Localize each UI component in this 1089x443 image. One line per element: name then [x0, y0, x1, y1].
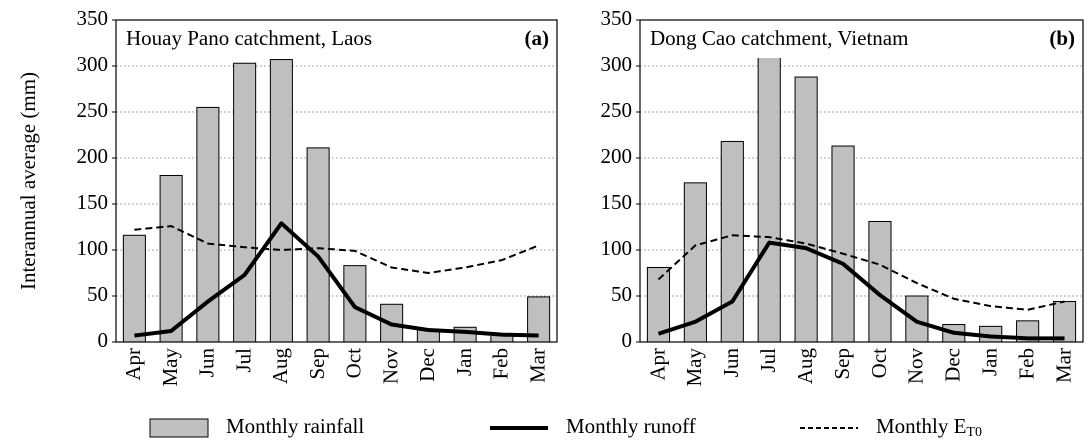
y-tick-label: 200	[601, 144, 633, 168]
bar	[269, 59, 293, 343]
et0-line	[657, 234, 1065, 311]
bar	[1052, 301, 1077, 343]
chart-title: Houay Pano catchment, Laos	[126, 26, 372, 50]
bar	[453, 326, 477, 343]
x-tick-label: Feb	[1014, 348, 1038, 380]
legend-text: Monthly E	[876, 414, 966, 438]
x-tick-label: Sep	[830, 348, 854, 380]
y-axis-label: Interannual average (mm)	[16, 72, 40, 290]
bar	[794, 76, 818, 343]
y-tick-label: 100	[77, 236, 109, 260]
y-tick-label: 250	[77, 98, 109, 122]
x-tick-label: Nov	[378, 348, 402, 385]
x-tick-label: Jun	[195, 348, 219, 378]
title-box	[640, 20, 1083, 58]
y-tick-label: 150	[77, 190, 109, 214]
y-tick-label: 300	[601, 52, 633, 76]
x-tick-label: Apr	[645, 348, 669, 381]
x-tick-label: Oct	[342, 348, 366, 378]
y-tick-label: 150	[601, 190, 633, 214]
bar	[720, 140, 744, 343]
runoff-line	[134, 221, 539, 338]
x-tick-label: Feb	[489, 348, 513, 380]
legend-label: Monthly runoff	[566, 414, 696, 438]
y-tick-label: 200	[77, 144, 109, 168]
bar	[159, 174, 183, 343]
y-tick-label: 350	[77, 6, 109, 30]
x-tick-label: Dec	[415, 348, 439, 382]
bar	[306, 147, 330, 343]
x-tick-label: Jul	[231, 348, 255, 373]
y-tick-label: 50	[611, 282, 632, 306]
legend-text: Monthly runoff	[566, 414, 696, 438]
x-tick-label: Apr	[121, 348, 145, 381]
y-tick-label: 300	[77, 52, 109, 76]
x-tick-label: Aug	[268, 348, 292, 385]
y-tick-label: 50	[87, 282, 108, 306]
panel-label: (a)	[525, 26, 550, 50]
plot-frame	[639, 19, 1084, 343]
legend-swatch	[149, 418, 209, 438]
x-tick-label: Aug	[793, 348, 817, 385]
y-tick-label: 250	[601, 98, 633, 122]
x-tick-label: Nov	[904, 348, 928, 385]
et0-line	[134, 225, 539, 274]
x-tick-label: Oct	[867, 348, 891, 378]
runoff-line	[657, 240, 1065, 341]
bar	[831, 145, 855, 343]
y-tick-label: 350	[601, 6, 633, 30]
bar	[122, 234, 146, 343]
x-tick-label: Sep	[305, 348, 329, 380]
bar	[757, 54, 781, 343]
title-box	[116, 20, 557, 58]
x-tick-label: Jan	[978, 348, 1002, 376]
bar	[905, 295, 929, 343]
legend-label: Monthly rainfall	[226, 414, 364, 438]
bar	[868, 220, 892, 343]
panel-label: (b)	[1049, 26, 1075, 50]
x-tick-label: Mar	[525, 348, 549, 383]
legend-label: Monthly ET0	[876, 414, 982, 440]
legend-subscript: T0	[966, 425, 982, 440]
y-tick-label: 100	[601, 236, 633, 260]
bar	[233, 62, 257, 343]
x-tick-label: Jan	[452, 348, 476, 376]
chart-title: Dong Cao catchment, Vietnam	[650, 26, 908, 50]
x-tick-label: Dec	[941, 348, 965, 382]
plot-frame	[115, 19, 558, 343]
x-tick-label: May	[682, 348, 706, 387]
x-tick-label: May	[158, 348, 182, 387]
x-tick-label: Mar	[1051, 348, 1075, 383]
y-tick-label: 0	[98, 328, 109, 352]
x-tick-label: Jun	[719, 348, 743, 378]
y-tick-label: 0	[622, 328, 633, 352]
legend-text: Monthly rainfall	[226, 414, 364, 438]
x-tick-label: Jul	[756, 348, 780, 373]
